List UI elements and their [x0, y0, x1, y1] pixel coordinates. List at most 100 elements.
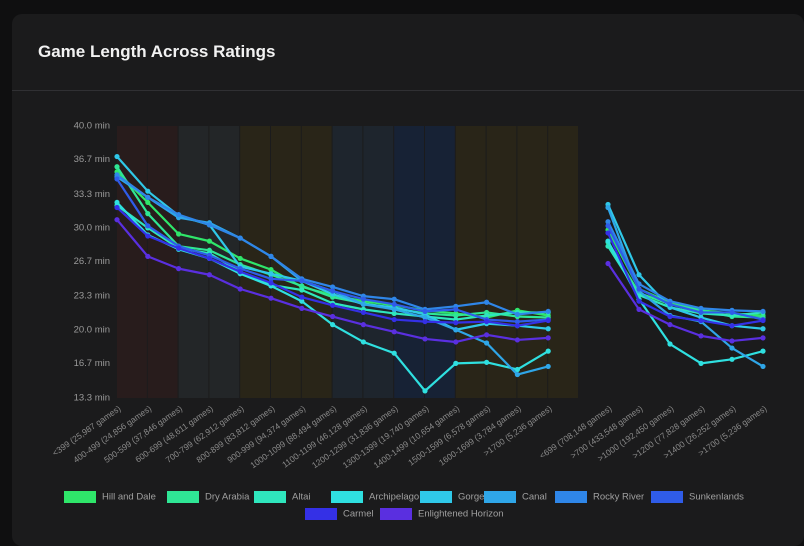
divider — [12, 90, 804, 91]
data-point — [422, 314, 428, 321]
tier-band — [425, 126, 455, 398]
legend-label: Archipelago — [369, 492, 419, 503]
card-title: Game Length Across Ratings — [38, 42, 276, 61]
data-point — [299, 287, 305, 293]
data-point — [206, 222, 212, 228]
data-point — [729, 356, 735, 362]
legend-swatch — [254, 491, 286, 503]
data-point — [176, 245, 182, 251]
data-point — [360, 309, 366, 316]
data-point — [605, 230, 611, 236]
legend-label: Canal — [522, 492, 547, 503]
data-point — [667, 341, 673, 347]
data-point — [330, 288, 336, 294]
legend-swatch — [651, 491, 683, 503]
data-point — [605, 219, 611, 225]
data-point — [453, 327, 459, 333]
data-point — [514, 318, 521, 325]
data-point — [268, 271, 274, 277]
series-line — [606, 203, 764, 330]
data-point — [545, 308, 551, 315]
data-point — [206, 238, 212, 244]
tier-band — [240, 126, 270, 398]
data-point — [330, 313, 336, 320]
data-point — [605, 204, 611, 211]
data-point — [545, 363, 551, 370]
data-point — [514, 366, 521, 373]
y-tick-label: 40.0 min — [74, 121, 110, 132]
data-point — [514, 323, 521, 329]
legend-label: Gorge — [458, 492, 484, 503]
data-point — [330, 322, 336, 328]
tier-band — [332, 126, 363, 398]
data-point — [114, 153, 120, 160]
series-line — [607, 241, 764, 319]
tier-band — [117, 126, 147, 398]
data-point — [636, 298, 642, 304]
data-point — [605, 223, 611, 229]
data-point — [760, 317, 766, 324]
legend-item: Hill and Dale — [64, 491, 156, 503]
legend-label: Rocky River — [593, 492, 644, 503]
legend-item: Rocky River — [555, 491, 644, 503]
data-point — [514, 337, 521, 343]
legend-item: Dry Arabia — [167, 491, 250, 503]
data-point — [453, 360, 459, 366]
data-point — [391, 296, 397, 302]
legend-item: Sunkenlands — [651, 491, 744, 503]
data-point — [114, 199, 120, 206]
data-point — [176, 231, 182, 237]
data-point — [636, 272, 642, 278]
data-point — [391, 301, 397, 307]
tier-band — [548, 126, 578, 398]
data-point — [145, 233, 151, 239]
y-tick-label: 36.7 min — [74, 154, 110, 165]
legend-swatch — [305, 508, 337, 520]
data-point — [729, 323, 735, 329]
data-point — [114, 217, 120, 223]
data-point — [484, 318, 490, 325]
data-point — [299, 283, 305, 289]
legend-swatch — [484, 491, 516, 503]
data-point — [145, 199, 151, 206]
data-point — [422, 318, 428, 325]
data-point — [514, 311, 521, 318]
data-point — [268, 280, 274, 286]
data-point — [545, 335, 551, 341]
data-point — [268, 253, 274, 259]
data-point — [391, 329, 397, 335]
data-point — [360, 301, 366, 307]
data-point — [145, 194, 151, 200]
legend-label: Sunkenlands — [689, 492, 744, 503]
data-point — [545, 326, 551, 332]
data-point — [667, 313, 673, 320]
data-point — [514, 371, 521, 378]
data-point — [484, 359, 490, 365]
data-point — [391, 316, 397, 323]
data-point — [330, 302, 336, 308]
legend-item: Altai — [254, 491, 310, 503]
data-point — [484, 340, 490, 346]
data-point — [636, 306, 642, 312]
data-point — [268, 295, 274, 301]
data-point — [453, 339, 459, 345]
y-tick-label: 13.3 min — [74, 393, 110, 404]
data-point — [176, 266, 182, 272]
series-line — [607, 262, 764, 343]
tier-band — [178, 126, 209, 398]
legend-label: Hill and Dale — [102, 492, 156, 503]
data-point — [453, 312, 459, 319]
data-point — [299, 298, 305, 304]
data-point — [698, 333, 704, 339]
tier-band — [455, 126, 486, 398]
series-line — [606, 232, 764, 327]
tier-band — [486, 126, 517, 398]
data-point — [453, 306, 459, 312]
data-point — [114, 204, 120, 211]
data-point — [176, 212, 182, 218]
data-point — [698, 360, 704, 366]
series-line — [607, 221, 764, 313]
data-point — [605, 238, 611, 244]
